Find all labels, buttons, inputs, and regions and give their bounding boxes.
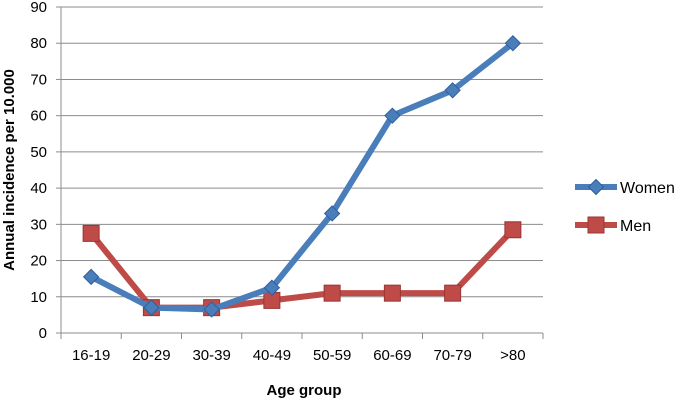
- data-point-men-4: [323, 284, 341, 302]
- y-tick-label-40: 40: [30, 180, 47, 197]
- data-point-men-7: [504, 221, 522, 239]
- x-tick-label-70-79: 70-79: [433, 347, 471, 364]
- x-tick-label-30-39: 30-39: [192, 347, 230, 364]
- y-tick-labels: 0 10 20 30 40 50 60 70 80 90: [30, 0, 47, 342]
- x-tick-label-16-19: 16-19: [72, 347, 110, 364]
- data-point-women-5: [384, 107, 401, 124]
- legend-marker-women: [587, 178, 605, 196]
- series-women: [82, 35, 522, 318]
- y-tick-label-50: 50: [30, 144, 47, 161]
- y-tick-label-70: 70: [30, 71, 47, 88]
- x-tick-label-20-29: 20-29: [132, 347, 170, 364]
- data-point-women-6: [444, 82, 461, 99]
- axes: [56, 6, 544, 339]
- data-point-women-7: [504, 35, 522, 52]
- data-point-men-5: [383, 284, 401, 302]
- data-point-men-0: [82, 224, 100, 242]
- data-point-men-6: [444, 284, 462, 302]
- x-tick-label-50-59: 50-59: [313, 347, 351, 364]
- y-tick-label-80: 80: [30, 35, 47, 52]
- series-men: [82, 221, 522, 317]
- y-tick-label-30: 30: [30, 216, 47, 233]
- data-point-women-2: [203, 301, 220, 318]
- x-axis-title: Age group: [267, 382, 342, 399]
- y-tick-label-0: 0: [39, 325, 47, 342]
- legend-item-women: Women: [575, 178, 675, 197]
- data-point-women-3: [263, 279, 281, 296]
- legend-label-men: Men: [620, 218, 651, 235]
- series-line-women: [88, 40, 516, 313]
- data-point-women-4: [323, 205, 341, 222]
- x-tick-label->80: >80: [500, 347, 525, 364]
- y-tick-label-10: 10: [30, 289, 47, 306]
- legend-marker-men: [587, 216, 605, 234]
- legend: Women Men: [575, 178, 675, 235]
- data-point-women-1: [143, 299, 160, 316]
- y-tick-label-20: 20: [30, 253, 47, 270]
- x-tick-labels: 16-19 20-29 30-39 40-49 50-59 60-69 70-79 >80: [72, 347, 526, 364]
- legend-item-men: Men: [575, 216, 651, 235]
- y-tick-label-90: 90: [30, 0, 47, 16]
- data-point-women-0: [82, 268, 100, 286]
- x-tick-label-60-69: 60-69: [373, 347, 411, 364]
- legend-label-women: Women: [620, 180, 675, 197]
- y-tick-label-60: 60: [30, 108, 47, 125]
- y-axis-title: Annual incidence per 10.000: [1, 69, 18, 271]
- series-group: [82, 35, 522, 318]
- gridlines: [61, 6, 543, 298]
- x-tick-label-40-49: 40-49: [253, 347, 291, 364]
